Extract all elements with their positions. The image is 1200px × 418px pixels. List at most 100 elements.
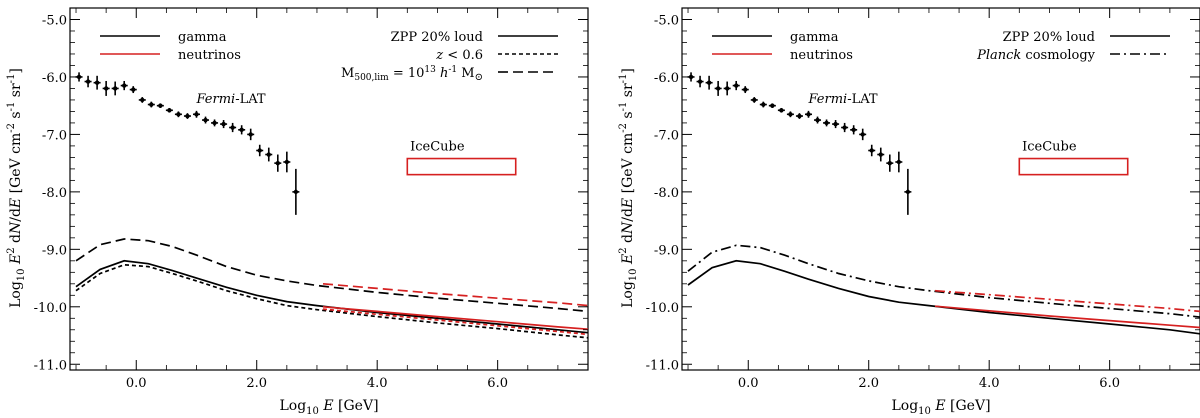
left-fermi-point-4 [112, 86, 118, 91]
left-y-axis-label: Log10 E2 dN/dE [GeV cm-2 s-1 sr-1] [6, 68, 27, 308]
right-fermi-point-17 [842, 125, 847, 130]
right-legend-series: gamma neutrinos [712, 30, 853, 63]
right-fermi-lat-label: Fermi-LAT [807, 92, 877, 107]
left-fermi-point-24 [293, 189, 299, 195]
left-fermi-point-17 [230, 125, 235, 130]
right-fermi-point-8 [761, 102, 766, 107]
right-fermi-point-6 [743, 87, 748, 92]
right-fermi-point-24 [905, 189, 911, 195]
right-y-tick-label-6: -11.0 [646, 358, 679, 373]
left-series-line-5 [322, 282, 588, 307]
left-fermi-point-10 [167, 108, 172, 113]
right-fermi-point-10 [779, 108, 784, 113]
left-x-tick-label-2: 4.0 [367, 376, 388, 391]
right-y-tick-label-5: -10.0 [646, 301, 679, 316]
left-fermi-point-19 [248, 132, 253, 137]
left-fermi-point-6 [131, 87, 136, 92]
left-series-line-4 [322, 308, 588, 336]
right-fermi-point-14 [815, 117, 820, 123]
right-y-tick-label-3: -8.0 [654, 186, 679, 201]
right-fermi-point-5 [734, 83, 739, 88]
right-fermi-point-9 [770, 103, 775, 108]
left-fermi-point-9 [158, 103, 163, 108]
left-fermi-point-18 [239, 127, 244, 133]
left-legend-models: ZPP 20% loud z < 0.6 M500,lim = 1013 h-1… [341, 30, 558, 83]
right-fermi-point-18 [851, 127, 856, 133]
left-fermi-point-15 [212, 120, 217, 126]
left-fermi-point-12 [185, 113, 190, 119]
legend-label-zpp: ZPP 20% loud [391, 30, 483, 45]
right-fermi-point-2 [706, 80, 712, 85]
left-y-tick-label-2: -7.0 [42, 128, 67, 143]
left-y-tick-label-5: -10.0 [34, 301, 67, 316]
left-fermi-point-14 [203, 117, 208, 123]
right-fermi-point-15 [824, 120, 829, 126]
right-x-tick-label-3: 6.0 [1099, 376, 1120, 391]
legend-label-gamma: gamma [178, 30, 227, 45]
right-panel: -5.0 -6.0 -7.0 -8.0 -9.0 -10.0 -11.0 0.0 2.0 4.0 6… [618, 7, 1200, 417]
left-x-tick-label-3: 6.0 [487, 376, 508, 391]
left-fermi-lat-label: Fermi-LAT [195, 92, 265, 107]
left-y-tick-label-4: -9.0 [42, 243, 67, 258]
right-series-line-1 [687, 244, 1200, 318]
right-fermi-point-22 [887, 160, 893, 166]
left-y-tick-label-1: -6.0 [42, 71, 67, 86]
right-fermi-point-7 [752, 97, 757, 103]
left-fermi-point-20 [257, 148, 262, 153]
right-fermi-point-3 [715, 86, 721, 91]
legend-label-gamma: gamma [790, 30, 839, 45]
left-y-tick-label-3: -8.0 [42, 186, 67, 201]
right-y-tick-label-2: -7.0 [654, 128, 679, 143]
right-fermi-point-13 [806, 112, 811, 117]
left-panel: -5.0 -6.0 -7.0 -8.0 -9.0 -10.0 -11.0 0.0 2.0 4.0 6… [6, 7, 589, 417]
left-series-line-3 [322, 305, 588, 331]
left-fermi-point-1 [85, 79, 91, 84]
right-fermi-point-16 [833, 121, 838, 127]
left-fermi-point-3 [103, 86, 109, 91]
right-fermi-point-21 [878, 152, 883, 157]
right-fermi-point-1 [697, 79, 703, 84]
right-y-axis-label: Log10 E2 dN/dE [GeV cm-2 s-1 sr-1] [618, 68, 639, 308]
right-x-tick-label-2: 4.0 [979, 376, 1000, 391]
right-x-tick-label-0: 0.0 [738, 376, 759, 391]
right-y-tick-label-1: -6.0 [654, 71, 679, 86]
right-x-tick-label-1: 2.0 [858, 376, 879, 391]
left-fermi-point-7 [140, 97, 145, 103]
right-series-line-3 [934, 289, 1200, 313]
left-fermi-point-11 [176, 112, 181, 117]
left-y-tick-label-6: -11.0 [34, 358, 67, 373]
right-plot-frame [681, 7, 1200, 371]
right-y-tick-label-0: -5.0 [654, 13, 679, 28]
left-fermi-point-5 [122, 83, 127, 88]
left-legend-series: gamma neutrinos [100, 30, 241, 63]
left-y-tick-label-0: -5.0 [42, 13, 67, 28]
left-fermi-point-16 [221, 121, 226, 127]
right-fermi-point-20 [869, 148, 874, 153]
left-fermi-point-8 [149, 102, 154, 107]
legend-label-planck: Planck cosmology [976, 48, 1096, 63]
right-series-line-0 [687, 259, 1200, 335]
legend-label-neutrinos: neutrinos [178, 48, 241, 63]
left-fermi-point-13 [194, 112, 199, 117]
left-fermi-point-22 [275, 160, 281, 166]
right-series-line-2 [934, 305, 1200, 329]
legend-label-neutrinos: neutrinos [790, 48, 853, 63]
left-icecube-box [406, 157, 517, 176]
left-x-tick-label-0: 0.0 [126, 376, 147, 391]
left-plot-frame [69, 7, 589, 371]
left-series-line-2 [75, 238, 588, 313]
legend-label-zpp: ZPP 20% loud [1003, 30, 1095, 45]
left-fermi-point-23 [284, 159, 290, 165]
left-x-axis-label: Log10 E [GeV] [279, 398, 378, 417]
right-y-tick-label-4: -9.0 [654, 243, 679, 258]
right-fermi-point-19 [860, 132, 865, 137]
right-icecube-label: IceCube [1022, 140, 1077, 155]
left-icecube-label: IceCube [410, 140, 465, 155]
legend-label-z-cut: z < 0.6 [435, 48, 483, 63]
legend-label-mass-limit: M500,lim = 1013 h-1 M⊙ [341, 65, 483, 83]
left-fermi-point-21 [266, 152, 271, 157]
left-series-line-0 [75, 259, 588, 334]
right-fermi-point-11 [788, 112, 793, 117]
right-fermi-point-4 [724, 86, 730, 91]
